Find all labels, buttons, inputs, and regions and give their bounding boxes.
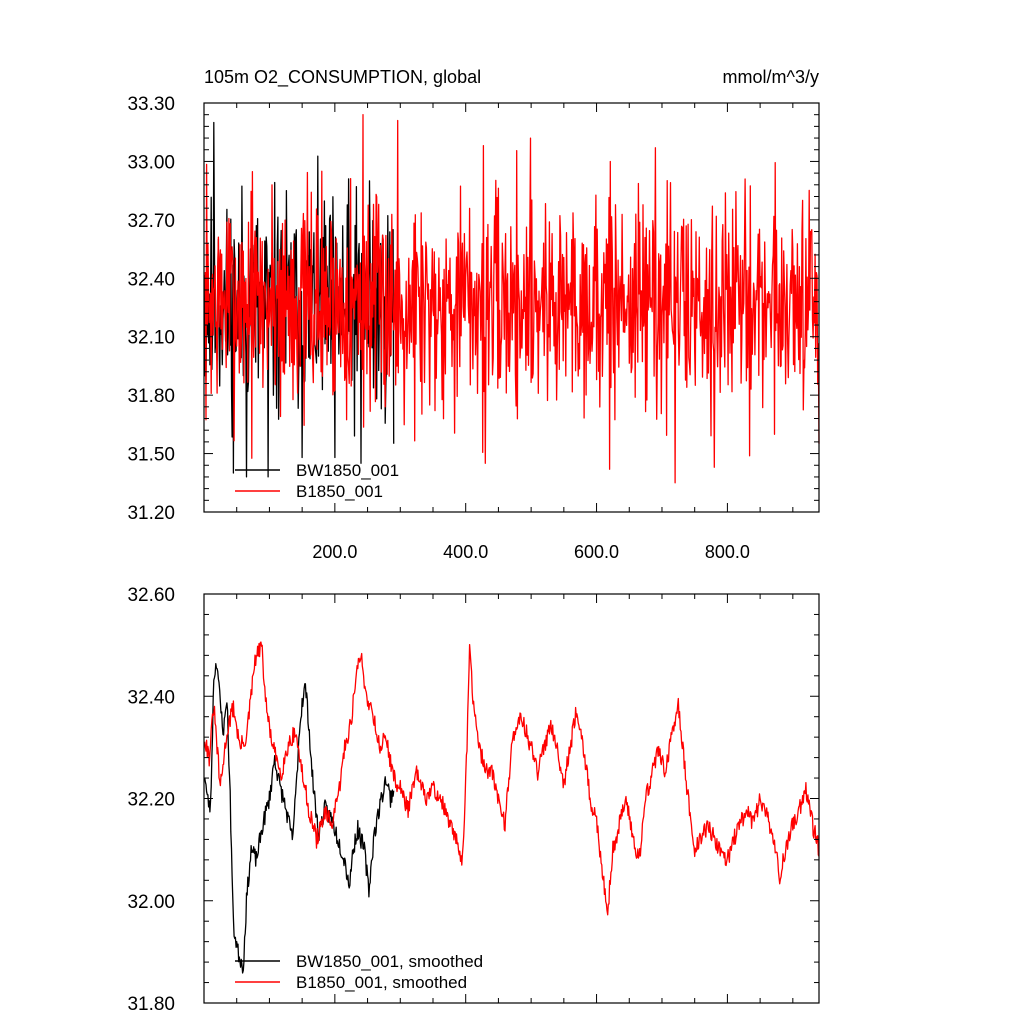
bottom-axis-ticks: 31.80 32.00 32.20 32.40 32.60 [127, 585, 819, 1015]
bottom-series-line-1 [204, 641, 820, 916]
bottom-series-line-0 [204, 663, 395, 974]
bottom-series-layer [204, 641, 820, 974]
bottom-y-tick-label: 32.00 [127, 892, 175, 913]
legend-label-bw1850-smoothed: BW1850_001, smoothed [296, 952, 483, 971]
legend-label-bw1850: BW1850_001 [296, 461, 399, 480]
bottom-panel: 31.80 32.00 32.20 32.40 32.60 BW1850_001, sm… [127, 585, 820, 1015]
legend-label-b1850: B1850_001 [296, 482, 383, 501]
units-label: mmol/m^3/y [723, 67, 819, 87]
top-axis-ticks: 31.20 31.50 31.80 32.10 32.40 32.70 33.00 33.30… [127, 94, 819, 562]
top-legend: BW1850_001 B1850_001 [235, 461, 399, 501]
bottom-y-tick-label: 32.40 [127, 687, 175, 708]
top-x-tick-label: 400.0 [443, 542, 488, 562]
top-x-tick-label: 200.0 [312, 542, 357, 562]
chart-title: 105m O2_CONSUMPTION, global [204, 67, 481, 88]
top-y-tick-label: 31.20 [127, 503, 175, 524]
top-series-line-1 [204, 114, 820, 484]
top-y-tick-label: 31.80 [127, 386, 175, 407]
bottom-plot-frame [203, 593, 820, 1004]
bottom-y-tick-label: 31.80 [127, 994, 175, 1015]
top-x-tick-label: 600.0 [574, 542, 619, 562]
top-y-tick-label: 33.30 [127, 94, 175, 115]
top-y-tick-label: 33.00 [127, 152, 175, 173]
legend-label-b1850-smoothed: B1850_001, smoothed [296, 973, 467, 992]
bottom-legend: BW1850_001, smoothed B1850_001, smoothed [235, 952, 483, 992]
top-x-tick-label: 800.0 [705, 542, 750, 562]
top-y-tick-label: 32.10 [127, 328, 175, 349]
top-panel: 105m O2_CONSUMPTION, global mmol/m^3/y 3… [127, 67, 820, 562]
top-y-tick-label: 32.40 [127, 269, 175, 290]
top-series-layer [204, 114, 820, 484]
bottom-y-tick-label: 32.20 [127, 790, 175, 811]
top-y-tick-label: 31.50 [127, 445, 175, 466]
top-plot-frame [203, 102, 820, 513]
bottom-y-tick-label: 32.60 [127, 585, 175, 606]
top-y-tick-label: 32.70 [127, 211, 175, 232]
